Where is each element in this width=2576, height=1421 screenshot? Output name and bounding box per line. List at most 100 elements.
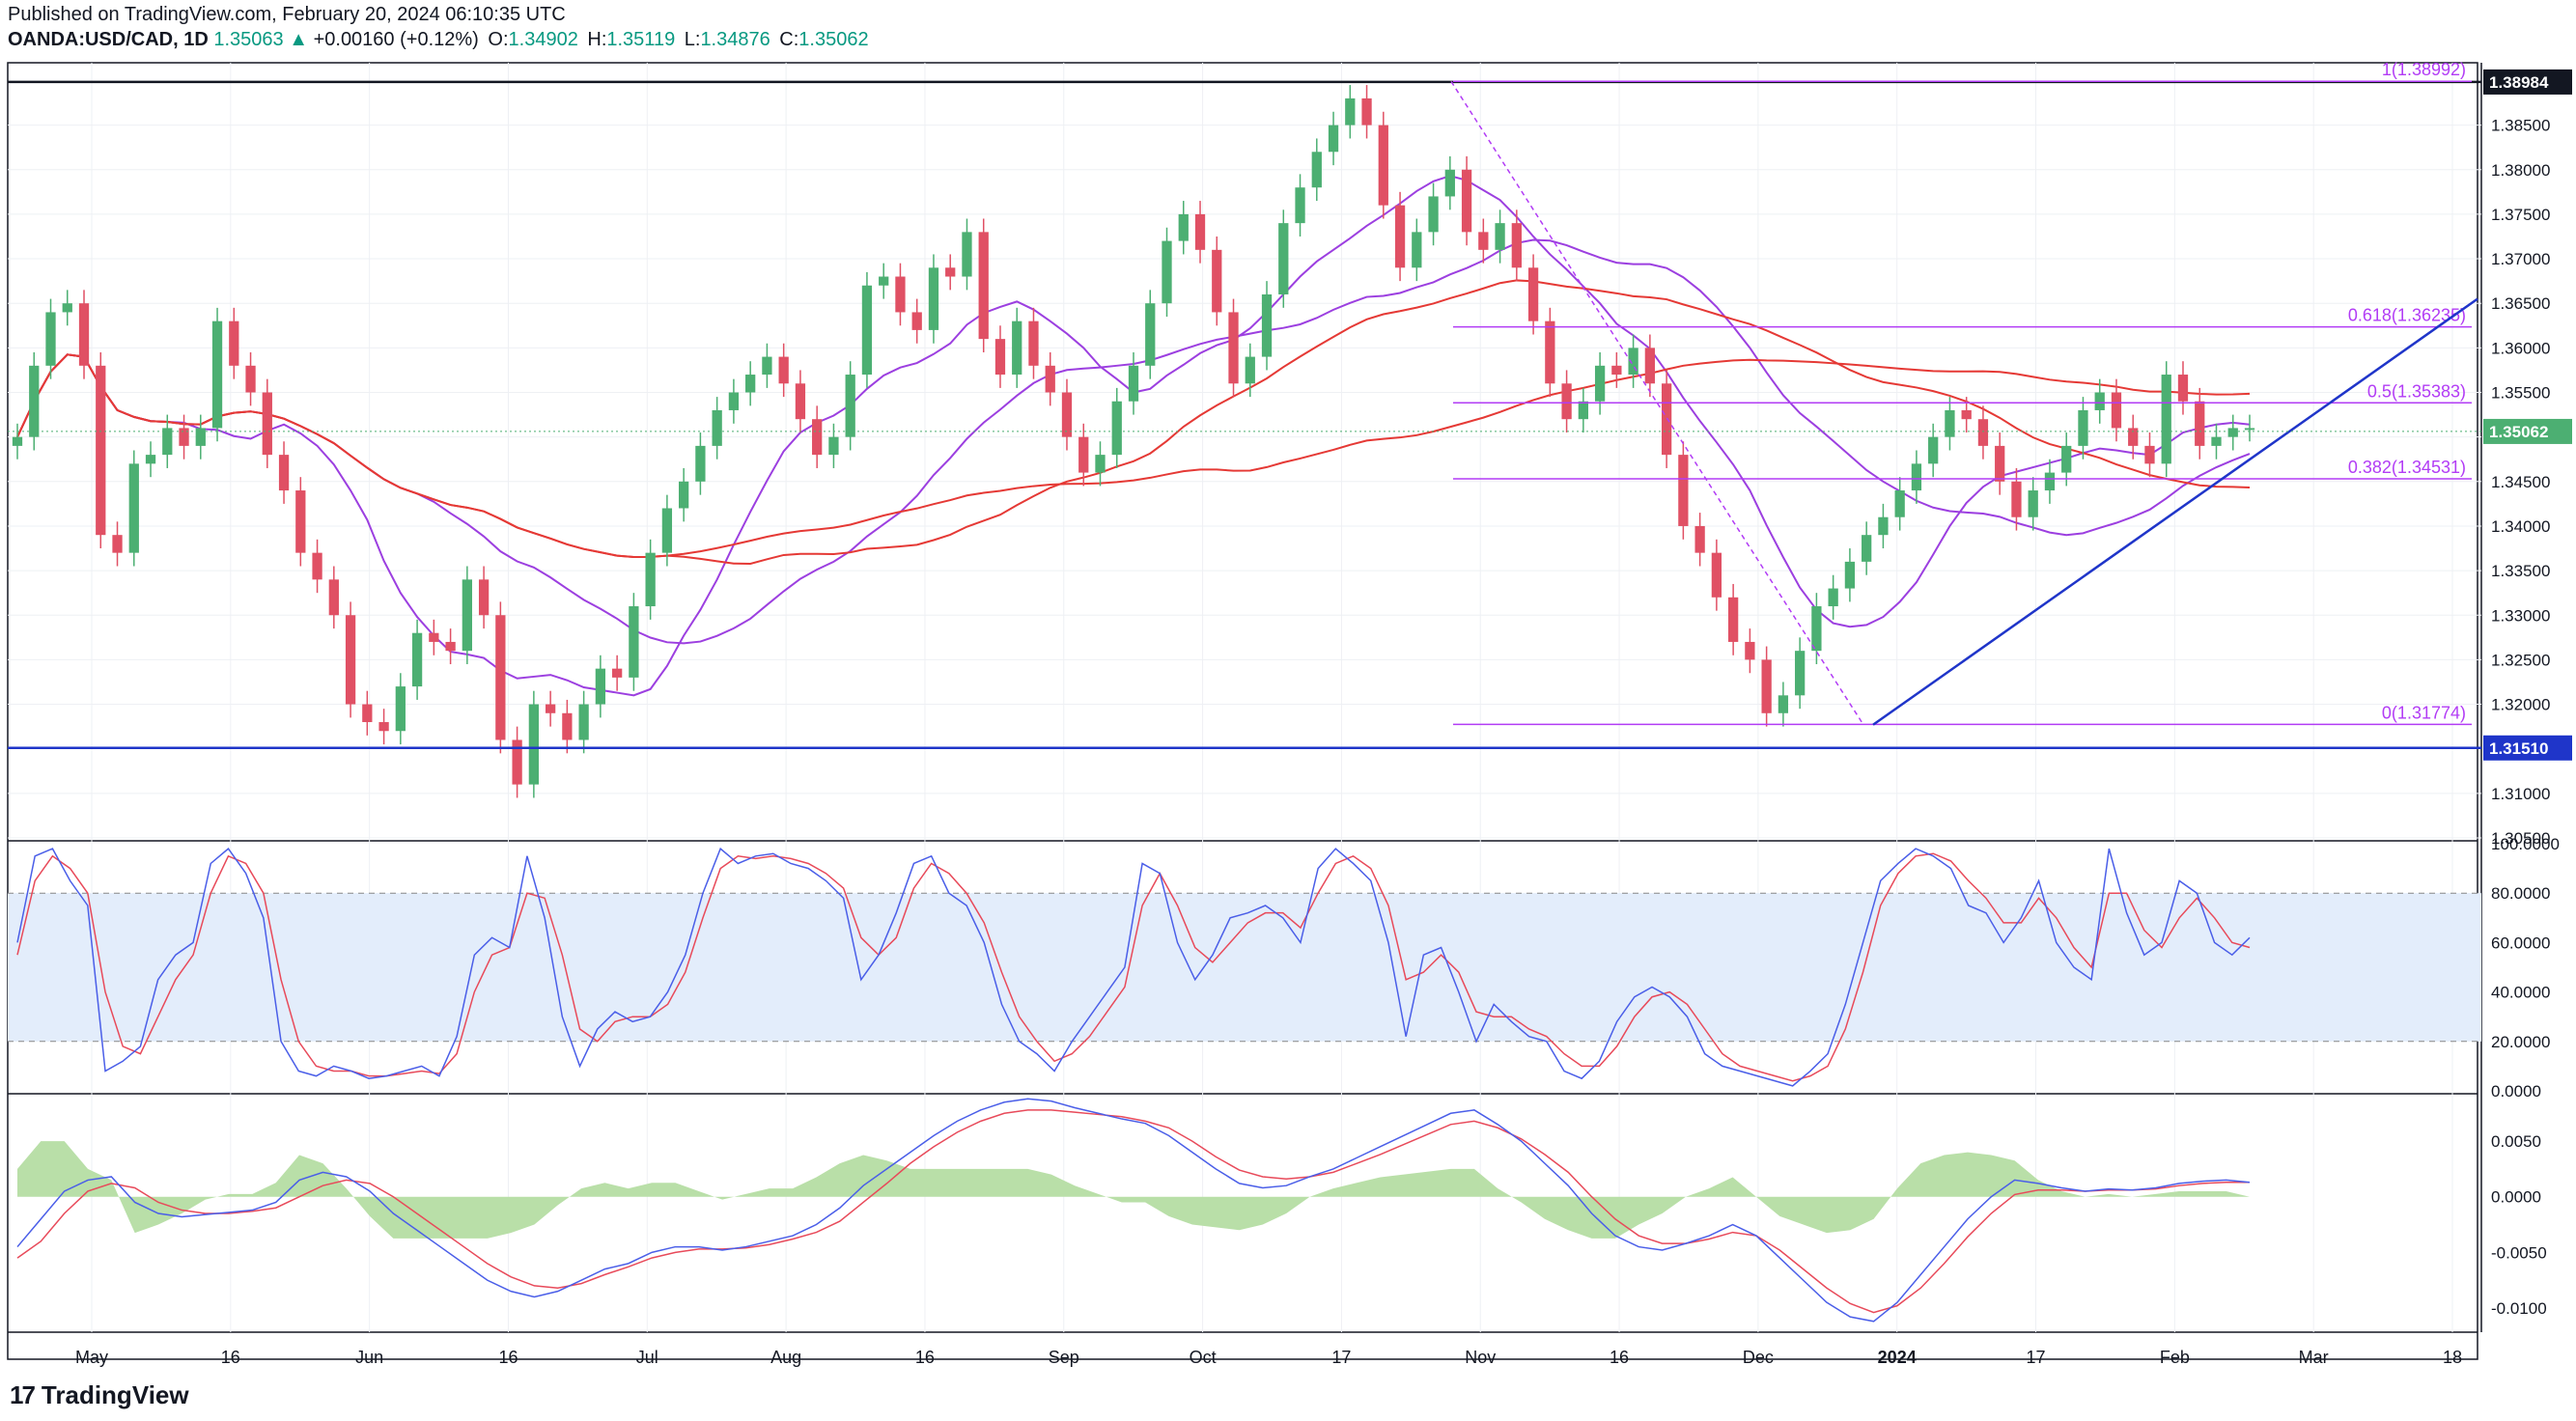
- ma-200-line: [16, 353, 2251, 559]
- candle-body: [1945, 409, 1955, 437]
- price-tick-label: 1.36500: [2491, 294, 2550, 313]
- candle-body: [112, 535, 123, 553]
- candle-body: [1727, 597, 1739, 642]
- candle-body: [1394, 205, 1406, 268]
- candle-body: [162, 428, 173, 456]
- candle-body: [2195, 401, 2205, 446]
- macd-tick-label: -0.0100: [2491, 1299, 2547, 1318]
- candle-body: [462, 579, 472, 652]
- fib-level-label: 0.618(1.36235): [2348, 306, 2466, 325]
- candle-body: [812, 419, 823, 456]
- candle-body: [945, 267, 956, 277]
- tradingview-logo-icon: 17: [10, 1380, 36, 1409]
- candle-body: [1811, 606, 1822, 652]
- candle-body: [895, 276, 906, 313]
- price-tick-label: 1.33000: [2491, 606, 2550, 625]
- time-tick-label: 17: [2027, 1348, 2046, 1367]
- candle-body: [2028, 490, 2038, 517]
- price-tag-label: 1.38984: [2489, 73, 2549, 92]
- low-value: 1.34876: [700, 29, 770, 50]
- candle-body: [1844, 561, 1856, 589]
- candle-body: [1995, 445, 2005, 482]
- fib-level-label: 0(1.31774): [2382, 703, 2466, 722]
- symbol-legend: OANDA:USD/CAD, 1D 1.35063 ▲ +0.00160 (+0…: [8, 29, 869, 51]
- candle-body: [1661, 383, 1672, 456]
- candle-body: [96, 365, 106, 536]
- candle-body: [1961, 409, 1972, 420]
- time-tick-label: 16: [221, 1348, 240, 1367]
- candle-body: [62, 303, 72, 313]
- stochastic-tick-label: 80.0000: [2491, 884, 2550, 903]
- candle-body: [2011, 481, 2022, 517]
- stochastic-tick-label: 40.0000: [2491, 984, 2550, 1002]
- candle-body: [2211, 436, 2222, 446]
- candle-body: [1678, 455, 1689, 526]
- last-price-tag-label: 1.35062: [2489, 423, 2548, 441]
- candle-body: [645, 552, 656, 607]
- candle-body: [745, 375, 756, 393]
- candle-body: [728, 392, 740, 410]
- price-tick-label: 1.38000: [2491, 161, 2550, 180]
- symbol-name[interactable]: OANDA:USD/CAD, 1D: [8, 29, 209, 50]
- candle-body: [2078, 409, 2088, 446]
- tradingview-logo[interactable]: 17 TradingView: [10, 1380, 189, 1410]
- candle-body: [1378, 125, 1388, 206]
- fib-diagonal: [1450, 80, 1864, 726]
- candle-body: [545, 704, 556, 713]
- fib-level-label: 0.382(1.34531): [2348, 458, 2466, 477]
- time-tick-label: 16: [915, 1348, 935, 1367]
- time-tick-label: Sep: [1049, 1348, 1079, 1367]
- candle-body: [1328, 125, 1339, 153]
- price-tag: [2483, 735, 2572, 761]
- price-pane[interactable]: 1(1.38992) 0.618(1.36235) 0.5(1.35383) 0.38…: [8, 60, 2481, 1332]
- stochastic-band: [8, 893, 2481, 1042]
- candle-body: [195, 428, 206, 446]
- price-tick-label: 1.37500: [2491, 206, 2550, 224]
- candle-body: [595, 668, 606, 705]
- price-tick-label: 1.37000: [2491, 250, 2550, 268]
- candle-body: [1412, 232, 1422, 268]
- candle-body: [1611, 365, 1622, 376]
- candle-body: [1361, 98, 1372, 125]
- candle-body: [1311, 152, 1322, 188]
- candle-body: [2044, 472, 2056, 491]
- macd-histogram: [17, 1141, 2250, 1239]
- candle-body: [2177, 375, 2189, 402]
- stochastic-pane[interactable]: [8, 847, 2481, 1087]
- candle-body: [679, 481, 689, 509]
- price-tick-label: 1.35500: [2491, 384, 2550, 403]
- axes: 1.38500 1.38000 1.37500 1.37000 1.36500 1.360…: [75, 69, 2572, 1367]
- candle-body: [962, 232, 972, 277]
- candle-body: [1862, 535, 1872, 562]
- time-tick-label: 18: [2443, 1348, 2462, 1367]
- price-tick-label: 1.31000: [2491, 785, 2550, 803]
- price-tick-label: 1.34000: [2491, 517, 2550, 536]
- low-label: L:: [684, 29, 701, 50]
- candle-body: [861, 285, 873, 376]
- candle-body: [1261, 293, 1273, 357]
- candle-body: [1594, 365, 1606, 402]
- candle-body: [1245, 356, 1255, 384]
- candle-body: [1278, 223, 1289, 294]
- candle-body: [395, 686, 406, 732]
- fib-level-label: 1(1.38992): [2382, 60, 2466, 79]
- candle-body: [928, 267, 939, 330]
- candle-body: [78, 303, 90, 366]
- candle-body: [345, 615, 356, 705]
- candle-body: [695, 445, 706, 482]
- candle-body: [1444, 169, 1455, 197]
- macd-pane[interactable]: [16, 1098, 2251, 1323]
- macd-signal-line: [16, 1109, 2250, 1314]
- candle-body: [661, 508, 673, 553]
- candle-body: [1644, 348, 1656, 384]
- candle-body: [495, 615, 506, 740]
- candle-body: [29, 365, 40, 437]
- candle-body: [1828, 588, 1838, 607]
- candle-body: [1145, 303, 1156, 366]
- time-tick-label: Feb: [2160, 1348, 2190, 1367]
- candle-body: [1228, 312, 1239, 384]
- candle-body: [245, 365, 256, 393]
- candle-body: [1977, 419, 1989, 446]
- candle-body: [2144, 445, 2155, 464]
